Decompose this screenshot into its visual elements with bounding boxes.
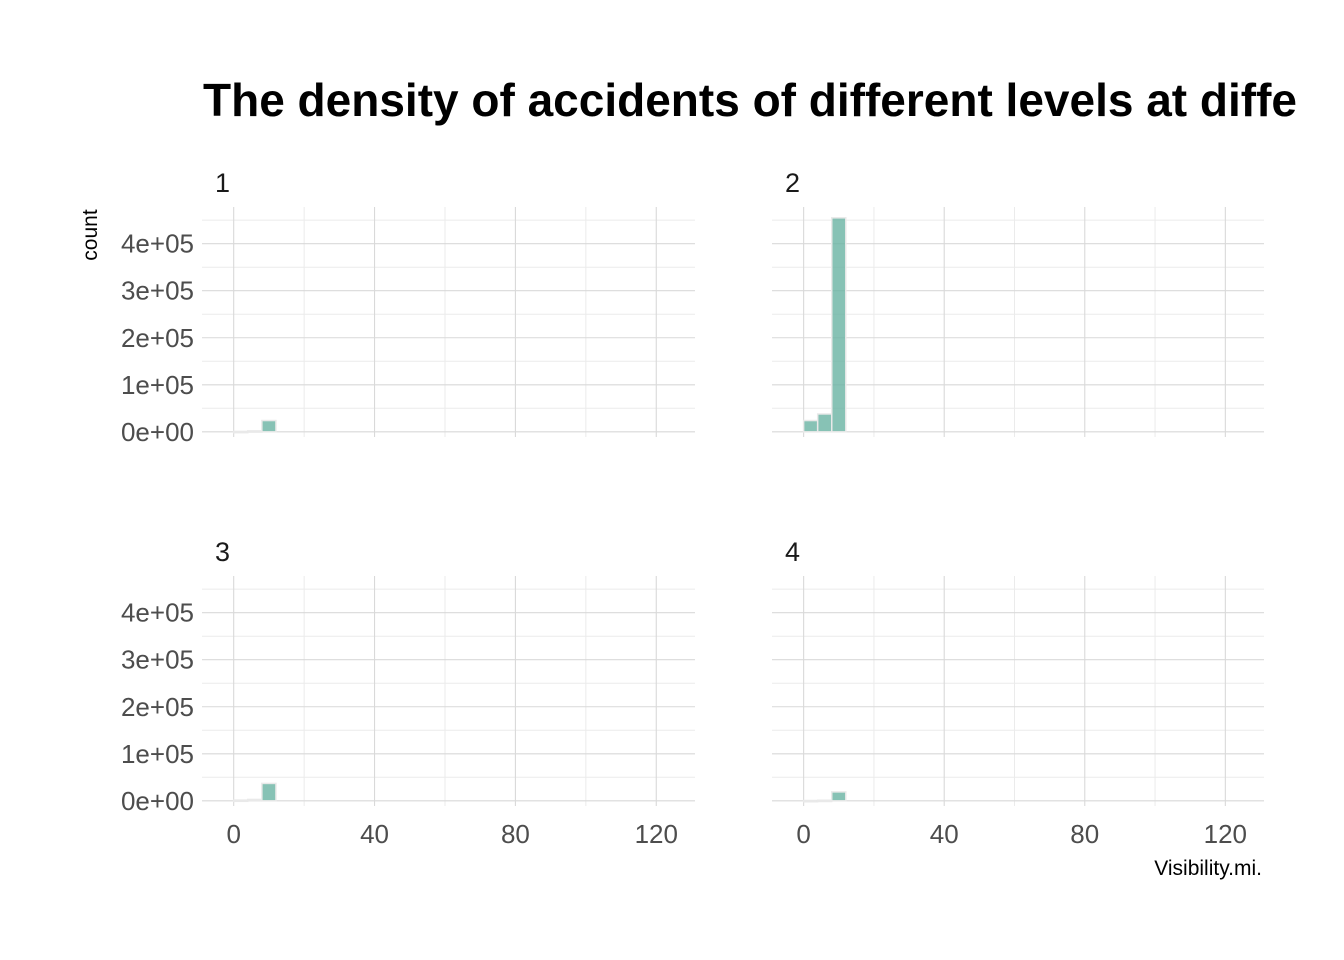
x-tick-label: 40 bbox=[360, 819, 389, 849]
x-tick-label: 80 bbox=[501, 819, 530, 849]
x-tick-label: 40 bbox=[930, 819, 959, 849]
histogram-bar bbox=[261, 419, 277, 433]
histogram-bar bbox=[247, 430, 263, 433]
y-axis-label: count bbox=[79, 209, 102, 261]
x-tick-label: 80 bbox=[1070, 819, 1099, 849]
x-tick-label: 0 bbox=[796, 819, 810, 849]
y-tick-label: 0e+00 bbox=[121, 786, 194, 816]
histogram-bar bbox=[232, 799, 249, 803]
y-tick-label: 0e+00 bbox=[121, 417, 194, 447]
facet-label: 3 bbox=[215, 537, 230, 567]
histogram-bar bbox=[816, 413, 833, 433]
y-tick-label: 3e+05 bbox=[121, 645, 194, 675]
y-tick-label: 4e+05 bbox=[121, 229, 194, 259]
histogram-bar bbox=[802, 419, 819, 433]
y-tick-label: 1e+05 bbox=[121, 370, 194, 400]
y-tick-label: 2e+05 bbox=[121, 323, 194, 353]
facet-label: 2 bbox=[785, 168, 800, 198]
x-axis-label: Visibility.mi. bbox=[1154, 857, 1262, 880]
facet-label: 4 bbox=[785, 537, 800, 567]
y-tick-label: 4e+05 bbox=[121, 598, 194, 628]
histogram-bar bbox=[816, 799, 833, 803]
x-tick-label: 120 bbox=[635, 819, 678, 849]
y-tick-label: 3e+05 bbox=[121, 276, 194, 306]
x-tick-label: 120 bbox=[1204, 819, 1247, 849]
y-tick-label: 2e+05 bbox=[121, 692, 194, 722]
x-tick-label: 0 bbox=[226, 819, 240, 849]
y-tick-label: 1e+05 bbox=[121, 739, 194, 769]
histogram-bar bbox=[830, 791, 847, 802]
histogram-bar bbox=[232, 430, 249, 434]
histogram-bar bbox=[802, 799, 819, 803]
chart-title: The density of accidents of different le… bbox=[203, 74, 1298, 126]
histogram-bar bbox=[830, 217, 847, 433]
histogram-bar bbox=[261, 782, 277, 802]
histogram-bar bbox=[247, 798, 263, 802]
facet-label: 1 bbox=[215, 168, 230, 198]
